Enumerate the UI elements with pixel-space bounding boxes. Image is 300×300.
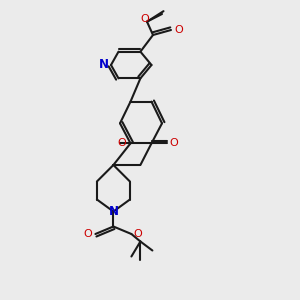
Text: N: N [108, 205, 118, 218]
Text: O: O [83, 229, 92, 239]
Text: O: O [169, 138, 178, 148]
Text: N: N [98, 58, 109, 71]
Text: O: O [118, 138, 127, 148]
Text: O: O [140, 14, 149, 24]
Text: O: O [133, 229, 142, 239]
Text: O: O [174, 25, 183, 35]
